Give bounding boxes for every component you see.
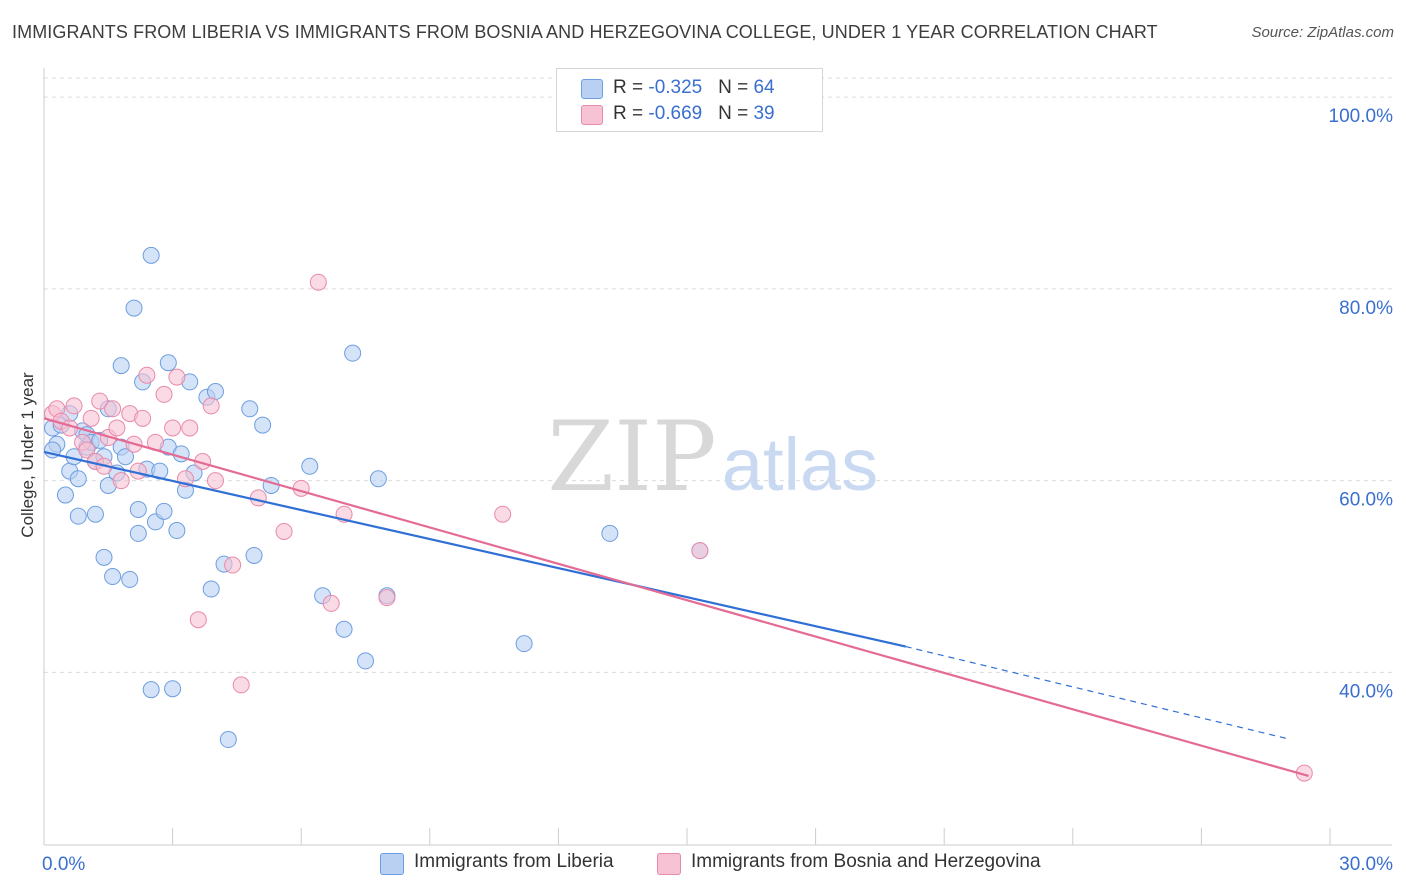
bottom-legend-label-bosnia: Immigrants from Bosnia and Herzegovina	[691, 851, 1041, 872]
data-point-bosnia	[104, 400, 122, 418]
bottom-legend-swatch-bosnia	[657, 853, 681, 875]
data-point-bosnia	[155, 385, 173, 403]
data-point-liberia	[168, 522, 186, 540]
data-point-bosnia	[189, 611, 207, 629]
data-point-bosnia	[494, 505, 512, 523]
bottom-legend-swatch-liberia	[380, 853, 404, 875]
data-point-liberia	[515, 635, 533, 653]
watermark-zip: ZIP	[547, 401, 716, 513]
trend-line-bosnia	[43, 417, 1309, 778]
data-point-bosnia	[91, 392, 109, 410]
legend-text-liberia: R = -0.325 N = 64	[613, 77, 775, 99]
data-point-bosnia	[164, 419, 182, 437]
x-tick-label: 30.0%	[1339, 854, 1393, 875]
data-point-liberia	[121, 570, 139, 588]
trend-extension-liberia	[905, 645, 1288, 740]
data-point-liberia	[335, 620, 353, 638]
data-point-liberia	[125, 299, 143, 317]
data-point-liberia	[86, 505, 104, 523]
data-point-bosnia	[378, 589, 396, 607]
data-point-liberia	[159, 354, 177, 372]
y-axis-label: College, Under 1 year	[18, 372, 37, 538]
data-point-liberia	[301, 457, 319, 475]
data-point-liberia	[69, 507, 87, 525]
legend-swatch-liberia	[581, 79, 603, 99]
source-label: Source: ZipAtlas.com	[1251, 24, 1394, 41]
chart-title: IMMIGRANTS FROM LIBERIA VS IMMIGRANTS FR…	[12, 22, 1158, 42]
data-point-bosnia	[108, 419, 126, 437]
data-point-bosnia	[134, 409, 152, 427]
data-point-liberia	[219, 731, 237, 749]
grid-layer	[44, 77, 1392, 673]
data-point-liberia	[245, 546, 263, 564]
data-point-bosnia	[224, 556, 242, 574]
data-point-liberia	[69, 470, 87, 488]
y-tick-label: 60.0%	[1339, 490, 1393, 511]
data-point-liberia	[116, 448, 134, 466]
y-tick-label: 40.0%	[1339, 681, 1393, 702]
data-point-liberia	[56, 486, 74, 504]
legend-n-label: N =	[718, 77, 754, 98]
data-point-bosnia	[275, 522, 293, 540]
data-point-bosnia	[309, 273, 327, 291]
data-point-liberia	[104, 568, 122, 586]
trend-layer	[43, 417, 1309, 778]
data-point-bosnia	[206, 472, 224, 490]
tick-label-layer: 40.0% 60.0% 80.0% 100.0% 0.0% 30.0%	[42, 106, 1393, 875]
y-tick-label: 100.0%	[1329, 106, 1394, 127]
legend-n-label: N =	[718, 103, 754, 124]
data-point-bosnia	[112, 472, 130, 490]
data-point-bosnia	[181, 419, 199, 437]
data-point-liberia	[206, 383, 224, 401]
legend-swatch-bosnia	[581, 105, 603, 125]
legend-r-value: -0.325	[648, 77, 703, 98]
data-point-bosnia	[82, 409, 100, 427]
data-point-bosnia	[322, 594, 340, 612]
data-point-bosnia	[65, 397, 83, 415]
data-point-bosnia	[78, 441, 96, 459]
data-point-bosnia	[232, 676, 250, 694]
watermark-atlas: atlas	[722, 423, 878, 506]
data-point-liberia	[129, 500, 147, 518]
legend-n-value: 39	[753, 103, 775, 124]
data-point-liberia	[357, 652, 374, 670]
legend-r-value: -0.669	[648, 103, 703, 124]
bottom-legend-label-liberia: Immigrants from Liberia	[414, 851, 614, 872]
data-point-liberia	[601, 524, 619, 542]
data-point-liberia	[129, 524, 147, 542]
axis-layer	[43, 68, 1392, 846]
data-point-liberia	[241, 400, 259, 418]
points-layer	[44, 246, 1313, 782]
data-point-liberia	[164, 680, 182, 698]
data-point-liberia	[142, 681, 160, 699]
watermark: ZIP atlas	[547, 401, 878, 513]
x-tick-label: 0.0%	[42, 854, 85, 875]
data-point-liberia	[112, 357, 130, 375]
data-point-liberia	[344, 344, 362, 362]
data-point-liberia	[155, 502, 173, 520]
data-point-liberia	[202, 580, 220, 598]
data-point-liberia	[142, 246, 160, 264]
trend-line-liberia	[43, 450, 906, 648]
data-point-liberia	[254, 416, 272, 434]
data-point-liberia	[369, 470, 387, 488]
data-point-liberia	[262, 476, 280, 494]
data-point-bosnia	[292, 479, 310, 497]
legend-text-bosnia: R = -0.669 N = 39	[613, 103, 775, 125]
legend-r-label: R =	[613, 103, 649, 124]
data-point-bosnia	[691, 542, 709, 560]
data-point-bosnia	[138, 366, 156, 384]
y-tick-label: 80.0%	[1339, 298, 1393, 319]
data-point-bosnia	[202, 397, 220, 415]
correlation-legend: R = -0.325 N = 64 R = -0.669 N = 39	[556, 68, 823, 132]
data-point-bosnia	[168, 368, 186, 386]
data-point-bosnia	[249, 489, 267, 507]
legend-n-value: 64	[753, 77, 775, 98]
legend-r-label: R =	[613, 77, 649, 98]
data-point-liberia	[95, 548, 113, 566]
